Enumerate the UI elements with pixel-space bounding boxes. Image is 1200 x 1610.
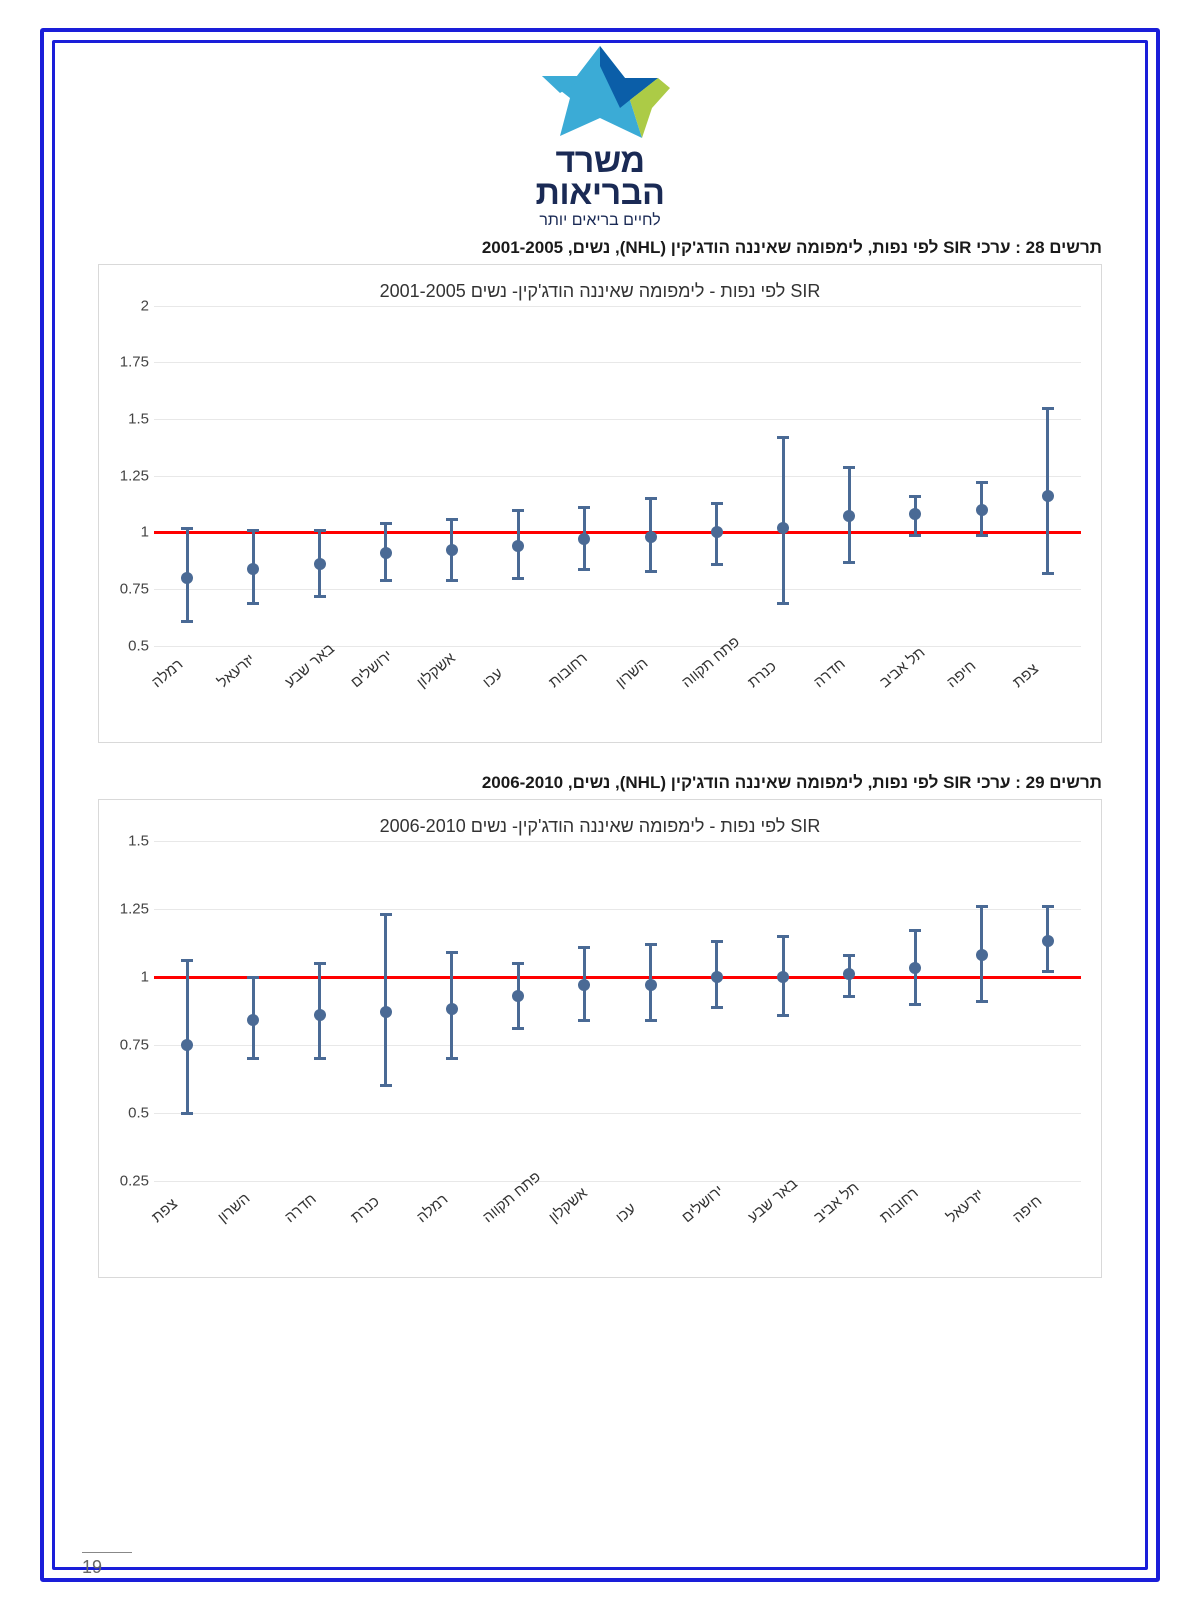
- ytick-label: 1.75: [109, 354, 149, 371]
- ytick-label: 1.25: [109, 900, 149, 917]
- ytick-label: 0.75: [109, 1036, 149, 1053]
- logo-subtitle: לחיים בריאים יותר: [98, 212, 1102, 230]
- grid-line: [154, 841, 1081, 842]
- chart-xlabels-1: רמלהיזרעאלבאר שבעירושליםאשקלוןעכורחובותה…: [154, 646, 1081, 736]
- header-logo: משרד הבריאות לחיים בריאים יותר: [98, 38, 1102, 230]
- ytick-label: 1: [109, 968, 149, 985]
- ytick-label: 0.5: [109, 637, 149, 654]
- ytick-label: 2: [109, 297, 149, 314]
- grid-line: [154, 1113, 1081, 1114]
- grid-line: [154, 909, 1081, 910]
- ytick-label: 1.25: [109, 467, 149, 484]
- page-number: 19: [82, 1552, 132, 1578]
- grid-line: [154, 306, 1081, 307]
- grid-line: [154, 476, 1081, 477]
- grid-line: [154, 362, 1081, 363]
- chart-xlabels-2: צפתהשרוןחדרהכנרתרמלהפתח תקווהאשקלוןעכויר…: [154, 1181, 1081, 1271]
- ytick-label: 1.5: [109, 832, 149, 849]
- chart-title-1: SIR לפי נפות - לימפומה שאיננה הודג'קין- …: [109, 281, 1091, 302]
- chart-frame-1: SIR לפי נפות - לימפומה שאיננה הודג'קין- …: [98, 264, 1102, 743]
- ytick-label: 0.25: [109, 1172, 149, 1189]
- logo-line2: הבריאות: [536, 174, 665, 212]
- grid-line: [154, 419, 1081, 420]
- ytick-label: 1: [109, 524, 149, 541]
- logo-title: משרד הבריאות: [98, 145, 1102, 210]
- chart-frame-2: SIR לפי נפות - לימפומה שאיננה הודג'קין- …: [98, 799, 1102, 1278]
- content-area: משרד הבריאות לחיים בריאים יותר תרשים 28 …: [58, 44, 1142, 1566]
- grid-line: [154, 589, 1081, 590]
- reference-line: [154, 531, 1081, 534]
- chart-title-2: SIR לפי נפות - לימפומה שאיננה הודג'קין- …: [109, 816, 1091, 837]
- page: משרד הבריאות לחיים בריאים יותר תרשים 28 …: [0, 0, 1200, 1610]
- chart-caption-1: תרשים 28 : ערכי SIR לפי נפות, לימפומה שא…: [98, 238, 1102, 258]
- chart-plot-1: 0.50.7511.251.51.752: [154, 306, 1081, 646]
- ytick-label: 1.5: [109, 410, 149, 427]
- ytick-label: 0.75: [109, 580, 149, 597]
- reference-line: [154, 976, 1081, 979]
- chart-caption-2: תרשים 29 : ערכי SIR לפי נפות, לימפומה שא…: [98, 773, 1102, 793]
- chart-plot-2: 0.250.50.7511.251.5: [154, 841, 1081, 1181]
- grid-line: [154, 1045, 1081, 1046]
- ytick-label: 0.5: [109, 1104, 149, 1121]
- ministry-star-icon: [530, 38, 670, 143]
